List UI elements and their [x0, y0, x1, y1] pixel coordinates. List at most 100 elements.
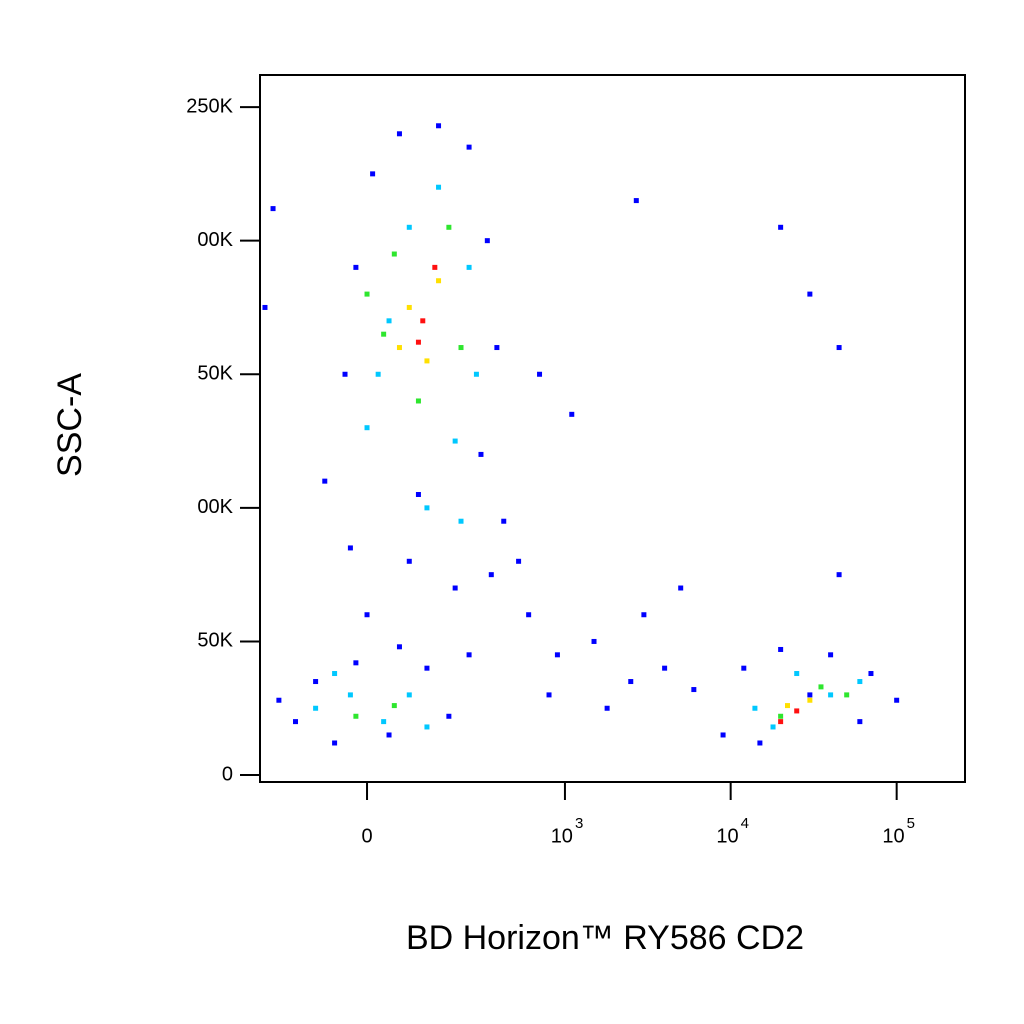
- point: [868, 671, 874, 677]
- point: [678, 585, 684, 591]
- point: [332, 740, 338, 746]
- point: [526, 612, 532, 618]
- point: [396, 131, 402, 137]
- point: [364, 291, 370, 297]
- point: [478, 451, 484, 457]
- point: [807, 291, 813, 297]
- y-tick-label: 250K: [186, 95, 233, 117]
- point: [894, 697, 900, 703]
- point: [347, 545, 353, 551]
- point: [501, 518, 507, 524]
- point: [262, 304, 268, 310]
- point: [322, 478, 328, 484]
- point: [424, 505, 430, 511]
- x-tick-exponent: 3: [575, 815, 583, 832]
- point: [386, 318, 392, 324]
- point: [857, 679, 863, 685]
- point: [836, 572, 842, 578]
- point: [396, 644, 402, 650]
- point: [778, 646, 784, 652]
- point: [458, 345, 464, 351]
- point: [662, 665, 668, 671]
- point: [770, 724, 776, 730]
- point: [691, 687, 697, 693]
- point: [494, 345, 500, 351]
- point: [466, 652, 472, 658]
- x-tick-exponent: 4: [741, 815, 749, 832]
- point: [313, 705, 319, 711]
- point: [364, 425, 370, 431]
- point: [641, 612, 647, 618]
- x-tick-label: 10: [716, 825, 738, 847]
- point: [828, 652, 834, 658]
- point: [569, 411, 575, 417]
- point: [633, 198, 639, 204]
- point: [452, 585, 458, 591]
- x-tick-label: 10: [551, 825, 573, 847]
- y-tick-label: 00K: [197, 496, 233, 518]
- point: [424, 358, 430, 364]
- point: [313, 679, 319, 685]
- point: [332, 671, 338, 677]
- point: [436, 184, 442, 190]
- point: [406, 558, 412, 564]
- point: [473, 371, 479, 377]
- point: [516, 558, 522, 564]
- point: [778, 224, 784, 230]
- point: [415, 398, 421, 404]
- point: [807, 697, 813, 703]
- point: [364, 612, 370, 618]
- point: [844, 692, 850, 698]
- point: [406, 304, 412, 310]
- point: [381, 719, 387, 725]
- point: [270, 206, 276, 212]
- point: [778, 719, 784, 725]
- point: [546, 692, 552, 698]
- point: [466, 264, 472, 270]
- point: [353, 660, 359, 666]
- point: [537, 371, 543, 377]
- point: [353, 264, 359, 270]
- point: [446, 224, 452, 230]
- point: [794, 708, 800, 714]
- point: [452, 438, 458, 444]
- point: [591, 638, 597, 644]
- x-tick-label: 10: [882, 825, 904, 847]
- point: [342, 371, 348, 377]
- point: [386, 732, 392, 738]
- point: [353, 713, 359, 719]
- point: [446, 713, 452, 719]
- y-axis-title: SSC-A: [51, 373, 89, 477]
- point: [488, 572, 494, 578]
- y-tick-label: 50K: [197, 363, 233, 385]
- point: [432, 264, 438, 270]
- point: [293, 719, 299, 725]
- point: [741, 665, 747, 671]
- point: [375, 371, 381, 377]
- point: [604, 705, 610, 711]
- point: [415, 339, 421, 345]
- point: [276, 697, 282, 703]
- point: [436, 123, 442, 129]
- point: [794, 671, 800, 677]
- x-axis-title: BD Horizon™ RY586 CD2: [406, 919, 804, 957]
- point: [415, 491, 421, 497]
- point: [381, 331, 387, 337]
- point: [420, 318, 426, 324]
- y-tick-label: 00K: [197, 229, 233, 251]
- point: [406, 224, 412, 230]
- point: [720, 732, 726, 738]
- point: [828, 692, 834, 698]
- point: [757, 740, 763, 746]
- point: [778, 713, 784, 719]
- point: [466, 144, 472, 150]
- point: [752, 705, 758, 711]
- point: [628, 679, 634, 685]
- y-tick-label: 50K: [197, 630, 233, 652]
- point: [391, 251, 397, 257]
- point: [484, 238, 490, 244]
- point: [406, 692, 412, 698]
- point: [836, 345, 842, 351]
